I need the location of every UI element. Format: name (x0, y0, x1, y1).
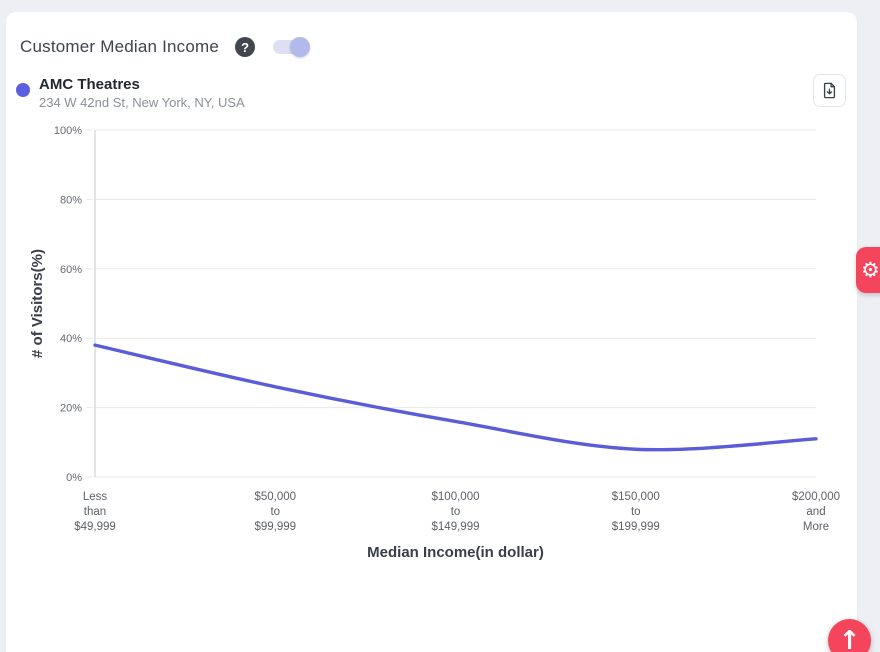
legend-venue-name: AMC Theatres (39, 76, 140, 93)
x-tick-label: $200,000 (792, 491, 840, 503)
toggle-knob (290, 37, 311, 57)
gear-icon: ⚙ (861, 258, 880, 282)
legend: AMC Theatres 234 W 42nd St, New York, NY… (16, 75, 245, 112)
settings-button[interactable]: ⚙ (856, 247, 880, 293)
x-tick-label: $50,000 (254, 491, 296, 503)
y-tick-label: 80% (60, 194, 82, 206)
metric-toggle[interactable] (273, 37, 311, 57)
series-line-amc-theatres (93, 343, 818, 452)
file-download-icon (820, 81, 839, 100)
y-tick-label: 100% (54, 125, 82, 137)
x-tick-label: $100,000 (432, 491, 480, 503)
x-tick-label: $149,999 (432, 521, 480, 533)
legend-venue-address: 234 W 42nd St, New York, NY, USA (39, 95, 245, 110)
x-tick-label: than (84, 506, 106, 518)
x-tick-label: $150,000 (612, 491, 660, 503)
help-icon[interactable]: ? (235, 37, 256, 57)
x-tick-label: More (803, 521, 829, 533)
x-tick-label: $99,999 (254, 521, 296, 533)
x-tick-label: to (270, 506, 280, 518)
y-tick-label: 0% (66, 472, 82, 484)
scroll-top-button[interactable]: ↑ (828, 619, 871, 652)
x-tick-label: $199,999 (612, 521, 660, 533)
y-tick-label: 40% (60, 333, 82, 345)
chart-card: Customer Median Income ? AMC Theatres 23… (6, 12, 857, 652)
download-button[interactable] (813, 74, 846, 107)
x-tick-label: Less (83, 491, 108, 503)
y-tick-label: 60% (60, 264, 82, 276)
y-tick-label: 20% (60, 403, 82, 415)
x-tick-label: to (631, 506, 641, 518)
y-axis-title: # of Visitors(%) (29, 249, 46, 358)
x-tick-label: and (806, 506, 825, 518)
page-title: Customer Median Income (20, 37, 220, 56)
x-tick-label: $49,999 (74, 521, 116, 533)
x-axis-title: Median Income(in dollar) (367, 544, 544, 561)
card-header: Customer Median Income ? (20, 30, 311, 64)
x-tick-label: to (451, 506, 461, 518)
legend-dot (16, 83, 30, 97)
arrow-up-icon: ↑ (838, 625, 861, 652)
